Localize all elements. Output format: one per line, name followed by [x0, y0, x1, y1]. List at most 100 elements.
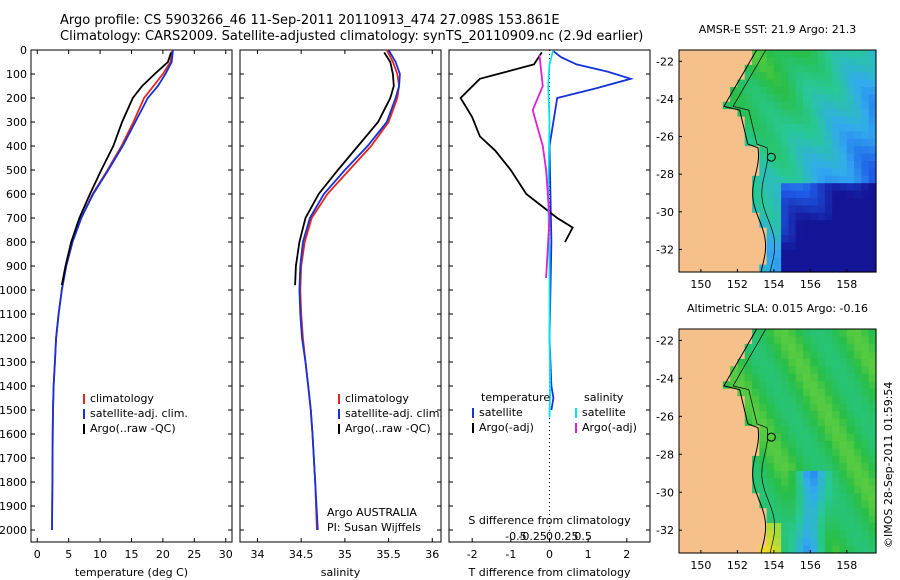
sst-map-cell [788, 116, 797, 125]
difference-series-temperature-argoadj [459, 51, 574, 243]
sst-map-cell [839, 57, 848, 66]
sla-map-cell [832, 493, 841, 502]
sst-map-cell [781, 205, 789, 214]
sst-map-cell [715, 64, 724, 73]
sst-map-cell [861, 190, 870, 199]
sst-map-cell [817, 264, 826, 273]
sst-map-cell [839, 72, 848, 81]
sla-map-cell [766, 508, 775, 517]
sla-map-cell [868, 455, 877, 464]
sst-map-cell [868, 212, 877, 221]
sla-map-cell [752, 530, 760, 539]
sst-map-cell [854, 220, 862, 229]
sla-map-cell [846, 493, 855, 502]
sst-map-cell [708, 175, 717, 184]
sst-map-cell [693, 264, 702, 273]
sla-map-cell [766, 411, 775, 420]
sst-map-cell [810, 94, 819, 103]
sst-map-cell [803, 257, 811, 266]
sla-map-cell [861, 373, 870, 382]
sst-map-cell [854, 161, 862, 169]
sla-map-cell [708, 485, 717, 494]
difference-legend-header-salinity: salinity [584, 391, 624, 404]
sla-map-cell [803, 508, 811, 517]
sst-map-cell [839, 190, 848, 199]
sst-map-cell [679, 190, 687, 199]
sla-map-cell [715, 351, 724, 360]
temperature-axis-label: temperature (deg C) [75, 566, 188, 579]
sst-map-cell [686, 64, 695, 73]
sla-map-cell [824, 411, 833, 420]
sla-map-cell [846, 351, 855, 360]
sst-map-cell [693, 131, 702, 140]
sst-map-cell [715, 220, 724, 229]
sla-map-cell [803, 396, 811, 405]
sst-map-cell [715, 146, 724, 155]
sst-map-cell [773, 72, 782, 81]
temperature-legend-entry: climatology [90, 392, 154, 405]
sla-map-cell [788, 463, 797, 472]
sla-map-cell [824, 373, 833, 382]
sst-map-cell [824, 198, 833, 206]
sst-map-cell [803, 146, 811, 155]
sst-map-cell [824, 50, 833, 58]
sla-map-cell [817, 343, 826, 352]
temperature-series-argorawqc [60, 52, 172, 286]
sst-map-cell [781, 72, 789, 81]
sst-map-cell [817, 235, 826, 243]
sla-map-cell [854, 538, 862, 547]
sla-map-cell [744, 463, 753, 472]
sla-map-cell [832, 485, 841, 494]
sla-map-cell [715, 478, 724, 487]
sst-map-cell [722, 168, 731, 177]
sla-map-cell [715, 545, 724, 554]
sst-map-cell [730, 131, 738, 140]
sla-map-cell [708, 478, 717, 487]
depth-tick-label: 200 [6, 92, 27, 105]
salinity-series-satelliteadjclim [298, 49, 401, 531]
sst-map-cell [722, 101, 731, 110]
sst-map-cell [766, 183, 775, 192]
sla-map-cell [722, 433, 731, 442]
sdiff-xtick-label: 0.25 [554, 530, 579, 543]
sst-map-cell [832, 264, 841, 273]
sla-map-cell [700, 538, 709, 547]
sst-map-cell [824, 138, 833, 147]
sla-map-cell [854, 530, 862, 539]
sla-map-cell [730, 433, 738, 442]
sla-map-cell [868, 358, 877, 367]
sla-map-cell [846, 448, 855, 457]
sla-map-cell [730, 418, 738, 427]
sst-map-cell [846, 175, 855, 184]
sst-map-cell [803, 190, 811, 199]
sla-map-cell [744, 508, 753, 517]
sla-map-cell [679, 373, 687, 382]
sla-map-cell [744, 366, 753, 375]
sst-map-cell [722, 235, 731, 243]
sst-map-cell [781, 212, 789, 221]
sst-map-cell [708, 153, 717, 162]
sla-map-cell [737, 366, 746, 375]
sla-map-cell [715, 433, 724, 442]
sla-map-cell [839, 403, 848, 412]
sst-map-ytick-label: -26 [656, 131, 674, 144]
sla-map-cell [788, 485, 797, 494]
sst-map-cell [839, 109, 848, 118]
sla-map-cell [679, 403, 687, 412]
sst-map-cell [759, 161, 768, 169]
sla-map-cell [817, 500, 826, 509]
sla-map-cell [737, 493, 746, 502]
sla-map-cell [708, 538, 717, 547]
sla-map-cell [810, 358, 819, 367]
sla-map-cell [788, 478, 797, 487]
salinity-xtick-label: 36 [425, 548, 439, 561]
sst-map-cell [817, 257, 826, 266]
sst-map-cell [693, 50, 702, 58]
sla-map-cell [700, 508, 709, 517]
sst-map-cell [846, 190, 855, 199]
sla-map-cell [854, 358, 862, 367]
sst-map-cell [752, 257, 760, 266]
sst-map-cell [693, 212, 702, 221]
sst-map-cell [708, 64, 717, 73]
sla-map-cell [773, 515, 782, 524]
